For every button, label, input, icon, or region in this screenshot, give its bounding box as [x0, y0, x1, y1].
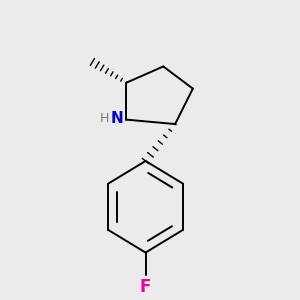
Text: N: N: [110, 111, 123, 126]
Text: F: F: [140, 278, 151, 296]
Text: H: H: [100, 112, 109, 125]
